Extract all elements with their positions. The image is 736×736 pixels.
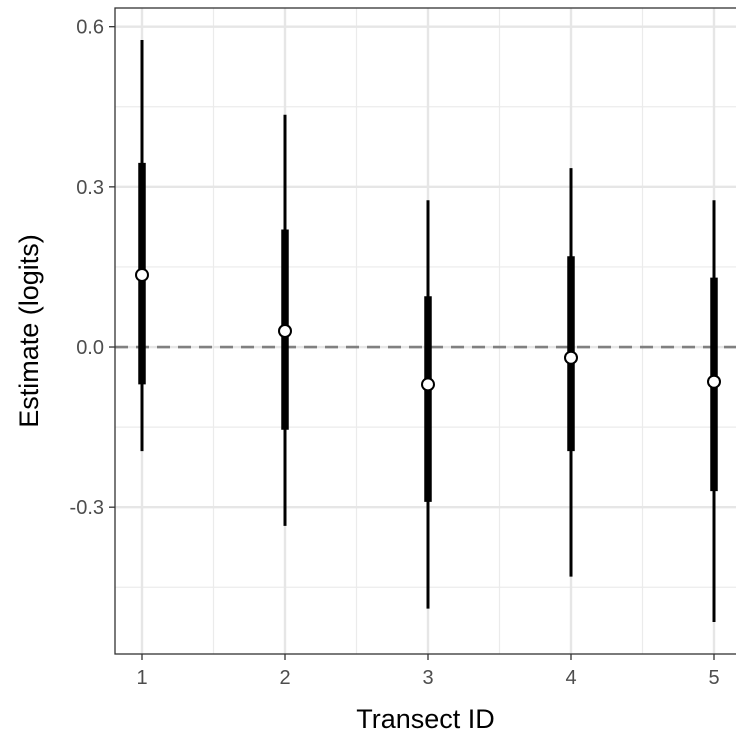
point-ranges (135, 40, 721, 622)
point-range-2 (278, 114, 292, 526)
y-tick-label: 0.3 (76, 177, 104, 199)
estimate-point (707, 374, 721, 389)
point-range-4 (564, 168, 578, 577)
x-axis-title: Transect ID (356, 704, 495, 734)
y-tick-label: 0.0 (76, 337, 104, 359)
y-tick-label: -0.3 (70, 497, 104, 519)
panel-border (114, 7, 736, 655)
estimate-point (135, 267, 149, 282)
x-tick-label: 5 (708, 667, 719, 689)
point-range-1 (135, 40, 149, 452)
estimate-point (564, 350, 578, 365)
y-axis: 0.6 0.3 0.0 -0.3 (70, 17, 115, 519)
x-tick-label: 1 (136, 667, 147, 689)
x-axis: 1 2 3 4 5 (136, 654, 720, 689)
estimate-point (421, 377, 435, 392)
estimate-point (278, 324, 292, 338)
x-tick-label: 3 (422, 667, 433, 689)
x-tick-label: 4 (565, 667, 576, 689)
y-tick-label: 0.6 (76, 17, 104, 39)
x-tick-label: 2 (279, 667, 290, 689)
y-axis-title: Estimate (logits) (14, 234, 44, 428)
point-range-3 (421, 200, 435, 609)
point-range-5 (707, 200, 721, 622)
